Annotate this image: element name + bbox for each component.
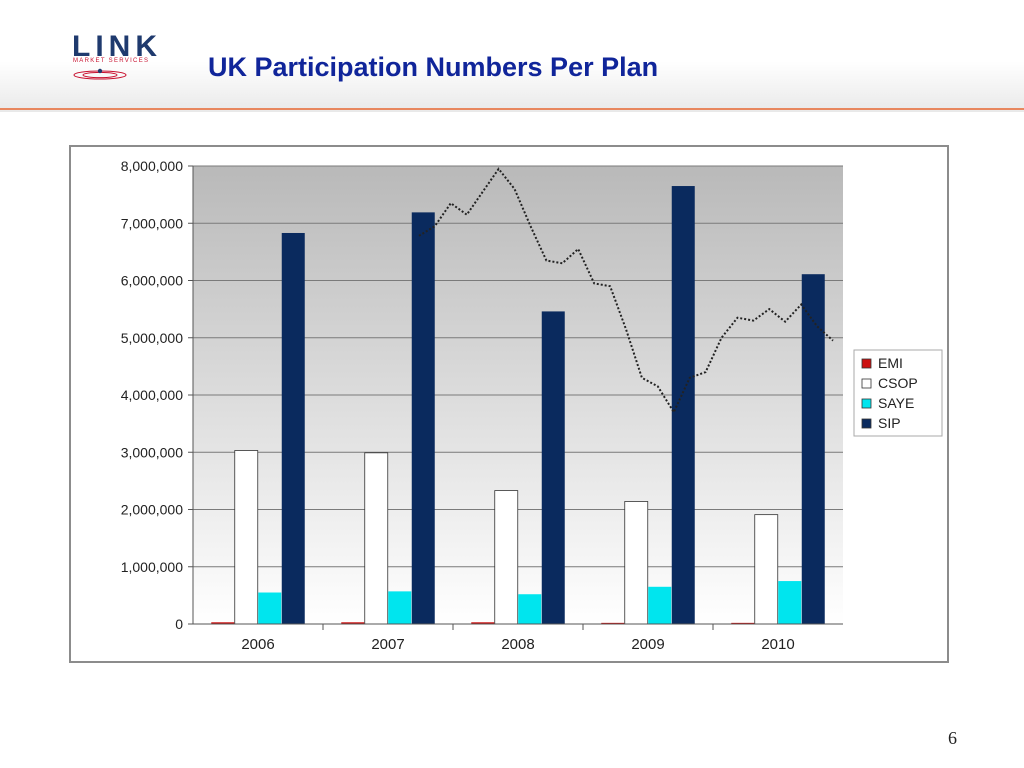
legend-swatch-saye <box>861 398 872 409</box>
bar-sip-2010 <box>801 274 825 624</box>
legend-swatch-csop <box>861 378 872 389</box>
bar-saye-2008 <box>518 594 542 624</box>
y-tick-label: 4,000,000 <box>121 387 183 403</box>
bar-chart: 0 1,000,000 2,000,000 3,000,000 4,000,000 5,0… <box>121 158 943 653</box>
x-tick-label: 2009 <box>631 636 664 653</box>
page-number: 6 <box>948 728 957 748</box>
bar-emi-2008 <box>471 622 495 624</box>
slide-header: LINK MARKET SERVICES UK Participation Nu… <box>0 0 1024 112</box>
legend-swatch-emi <box>861 358 872 369</box>
page-title: UK Participation Numbers Per Plan <box>208 52 659 82</box>
bar-csop-2007 <box>364 452 389 625</box>
x-tick-label: 2010 <box>761 636 794 653</box>
y-tick-label: 5,000,000 <box>121 330 183 346</box>
bar-emi-2010 <box>731 622 755 624</box>
bar-csop-2008 <box>494 490 519 625</box>
logo-subtext: MARKET SERVICES <box>73 58 150 64</box>
y-tick-label: 7,000,000 <box>121 215 183 231</box>
bar-saye-2006 <box>258 592 282 624</box>
bar-saye-2007 <box>388 591 412 624</box>
bar-csop-2009 <box>624 501 649 625</box>
x-tick-label: 2008 <box>501 636 534 653</box>
y-tick-label: 1,000,000 <box>121 559 183 575</box>
bar-emi-2006 <box>211 622 235 624</box>
legend-label-saye: SAYE <box>878 395 914 411</box>
bar-sip-2008 <box>541 311 565 624</box>
bar-saye-2010 <box>778 581 802 624</box>
bar-emi-2007 <box>341 622 365 624</box>
legend-label-csop: CSOP <box>878 375 918 391</box>
bar-emi-2009 <box>601 622 625 624</box>
bar-saye-2009 <box>648 586 672 624</box>
x-tick-label: 2007 <box>371 636 404 653</box>
y-tick-label: 2,000,000 <box>121 502 183 518</box>
y-tick-label: 3,000,000 <box>121 444 183 460</box>
chart-frame: 0 1,000,000 2,000,000 3,000,000 4,000,000 5,0… <box>69 145 949 663</box>
bar-sip-2009 <box>671 186 695 624</box>
bar-csop-2006 <box>234 450 259 625</box>
link-logo: LINK MARKET SERVICES <box>70 30 165 90</box>
legend-swatch-sip <box>861 418 872 429</box>
bar-sip-2007 <box>411 212 435 624</box>
legend-label-emi: EMI <box>878 355 903 371</box>
logo-ripple-icon <box>73 68 127 80</box>
bar-sip-2006 <box>281 232 305 625</box>
x-tick-label: 2006 <box>241 636 274 653</box>
y-tick-label: 0 <box>175 616 183 632</box>
y-tick-label: 8,000,000 <box>121 158 183 174</box>
header-rule <box>0 108 1024 110</box>
bar-csop-2010 <box>754 514 779 625</box>
logo-wordmark: LINK <box>72 30 162 63</box>
y-tick-label: 6,000,000 <box>121 273 183 289</box>
legend-label-sip: SIP <box>878 415 901 431</box>
